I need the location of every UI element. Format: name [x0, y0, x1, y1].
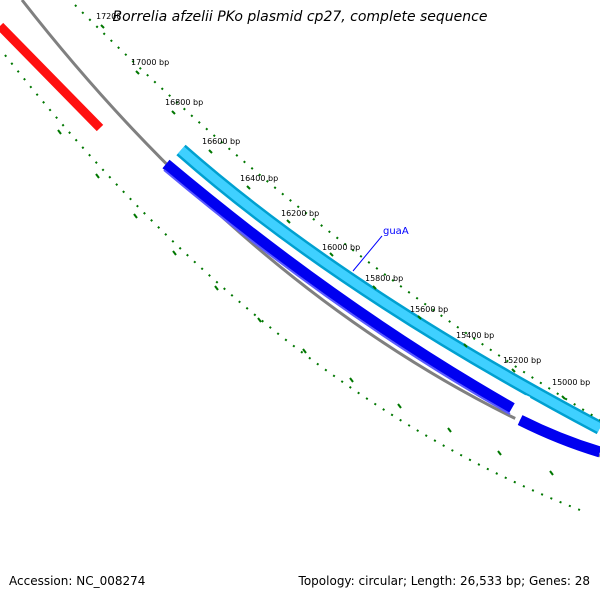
major-tick — [329, 252, 334, 257]
tick-labels: 17000 bp 16800 bp 16600 bp 16400 bp 16200 bp… — [131, 58, 590, 387]
tick-label: 15000 bp — [552, 378, 590, 387]
inner-tick — [214, 285, 219, 291]
tick-label: 16600 bp — [202, 137, 240, 146]
major-tick — [561, 395, 566, 400]
accession-text: Accession: NC_008274 — [9, 574, 146, 588]
inner-tick — [497, 450, 502, 456]
tick-label: 17000 bp — [131, 58, 169, 67]
outer-dotted-arc — [74, 4, 600, 421]
major-tick — [171, 110, 176, 115]
summary-text: Topology: circular; Length: 26,533 bp; G… — [298, 574, 590, 588]
tick-label: 15200 bp — [503, 356, 541, 365]
red-feature — [0, 22, 104, 132]
major-tick — [417, 315, 422, 320]
major-tick — [286, 219, 291, 224]
blue-gene-arrow-outline — [163, 169, 511, 415]
inner-tick — [257, 317, 262, 323]
blue-feature-2 — [517, 415, 600, 458]
tick-label: 16800 bp — [165, 98, 203, 107]
tick-label: 15600 bp — [410, 305, 448, 314]
tick-label: 16400 bp — [240, 174, 278, 183]
major-tick — [372, 285, 377, 290]
inner-tick — [397, 403, 402, 409]
major-tick — [100, 24, 105, 29]
gene-label-line — [352, 235, 383, 272]
inner-tick — [302, 348, 307, 354]
tick-label: 16200 bp — [281, 209, 319, 218]
gene-label-guaA: guaA — [383, 226, 409, 237]
cyan-feature — [178, 146, 600, 432]
major-tick — [208, 149, 213, 154]
blue-gene-arrow — [162, 159, 515, 413]
inner-tick — [172, 250, 177, 256]
major-tick — [246, 185, 251, 190]
inner-tick — [95, 173, 100, 179]
major-tick — [511, 368, 516, 373]
clipped-tick-label: 17200 bp — [96, 12, 120, 21]
tick-label: 15800 bp — [365, 274, 403, 283]
tick-label: 16000 bp — [322, 243, 360, 252]
tick-label: 15400 bp — [456, 331, 494, 340]
major-tick — [463, 343, 468, 348]
map-title: Borrelia afzelii PKo plasmid cp27, compl… — [112, 9, 488, 25]
inner-tick — [57, 129, 62, 135]
major-tick — [135, 70, 140, 75]
backbone-arc — [20, 0, 600, 458]
inner-tick — [349, 377, 354, 383]
inner-tick — [447, 427, 452, 433]
tick-marks — [57, 24, 566, 476]
inner-tick — [133, 213, 138, 219]
cyan-feature-outer — [176, 144, 600, 435]
inner-tick — [549, 470, 554, 476]
